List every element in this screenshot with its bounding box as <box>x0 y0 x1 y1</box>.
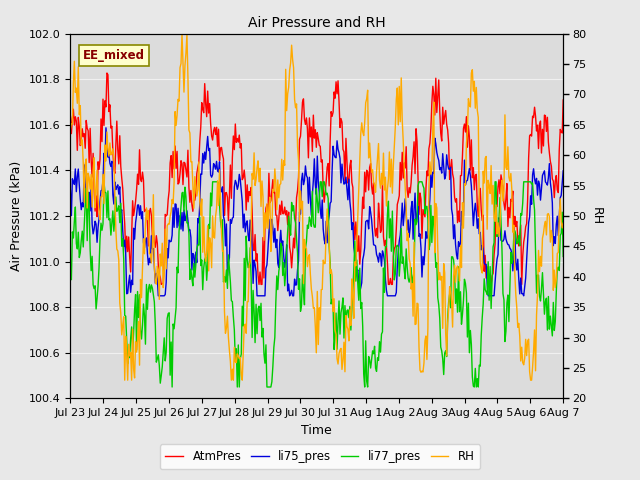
RH <box>559 220 567 226</box>
Y-axis label: Air Pressure (kPa): Air Pressure (kPa) <box>10 161 24 271</box>
RH <box>335 350 343 356</box>
AtmPres <box>550 178 557 184</box>
li75_pres <box>559 168 567 174</box>
Legend: AtmPres, li75_pres, li77_pres, RH: AtmPres, li75_pres, li77_pres, RH <box>159 444 481 469</box>
li75_pres <box>67 187 74 193</box>
AtmPres <box>559 97 567 103</box>
RH <box>121 377 129 383</box>
li77_pres <box>472 384 480 390</box>
li77_pres <box>303 239 310 244</box>
li77_pres <box>335 298 343 304</box>
li77_pres <box>168 384 176 390</box>
RH <box>67 126 74 132</box>
li75_pres <box>472 209 480 215</box>
AtmPres <box>305 115 313 121</box>
Text: EE_mixed: EE_mixed <box>83 49 145 62</box>
AtmPres <box>67 113 74 119</box>
AtmPres <box>362 189 369 195</box>
li75_pres <box>154 293 162 299</box>
li75_pres <box>303 173 310 179</box>
li75_pres <box>550 243 557 249</box>
li75_pres <box>335 150 343 156</box>
Line: RH: RH <box>70 34 563 380</box>
RH <box>305 252 313 258</box>
X-axis label: Time: Time <box>301 424 332 437</box>
li77_pres <box>559 253 567 259</box>
RH <box>550 288 557 293</box>
AtmPres <box>103 70 111 76</box>
AtmPres <box>303 115 310 121</box>
li77_pres <box>100 179 108 185</box>
RH <box>303 246 310 252</box>
li77_pres <box>305 214 313 220</box>
li75_pres <box>305 174 313 180</box>
Line: AtmPres: AtmPres <box>70 73 563 285</box>
li77_pres <box>67 267 74 273</box>
Y-axis label: RH: RH <box>590 207 603 225</box>
li75_pres <box>362 219 369 225</box>
AtmPres <box>157 282 165 288</box>
RH <box>472 84 480 90</box>
Title: Air Pressure and RH: Air Pressure and RH <box>248 16 386 30</box>
li77_pres <box>550 300 557 305</box>
li75_pres <box>102 125 110 131</box>
RH <box>178 31 186 36</box>
AtmPres <box>472 171 480 177</box>
li77_pres <box>362 338 369 344</box>
AtmPres <box>335 98 343 104</box>
Line: li77_pres: li77_pres <box>70 182 563 387</box>
RH <box>362 100 369 106</box>
Line: li75_pres: li75_pres <box>70 128 563 296</box>
